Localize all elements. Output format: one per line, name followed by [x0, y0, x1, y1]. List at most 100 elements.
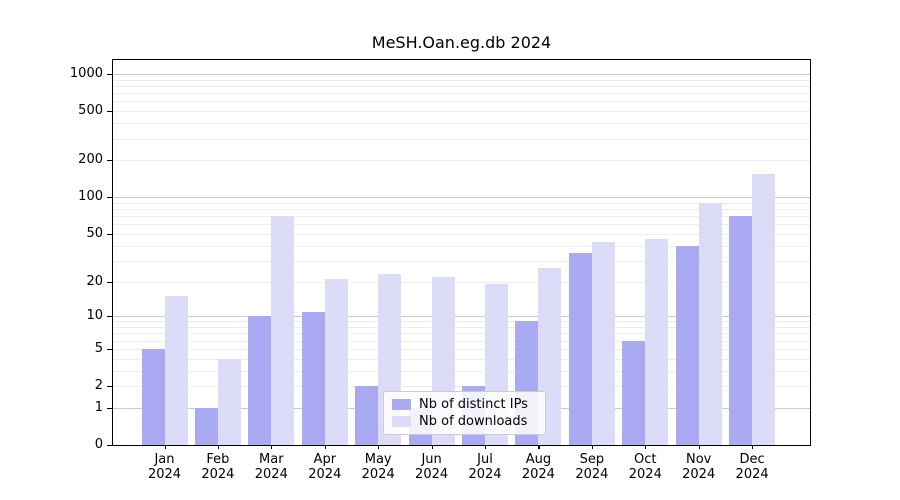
minor-gridline — [113, 111, 810, 113]
x-tick-label-dec: Dec 2024 — [720, 452, 784, 482]
x-tick-year: 2024 — [415, 467, 449, 482]
x-tick-month: Oct — [634, 452, 657, 467]
bar-apr-distinct-ips — [301, 311, 325, 445]
minor-gridline — [113, 233, 810, 235]
y-tick-mark — [107, 74, 112, 76]
x-tick-label-nov: Nov 2024 — [667, 452, 731, 482]
y-tick-mark — [107, 160, 112, 162]
x-tick-mark — [164, 445, 166, 449]
x-tick-label-feb: Feb 2024 — [186, 452, 250, 482]
x-tick-month: Feb — [206, 452, 230, 467]
minor-gridline — [113, 123, 810, 125]
x-tick-month: Sep — [579, 452, 605, 467]
y-tick-label: 2 — [94, 378, 103, 393]
legend-label-distinct-ips: Nb of distinct IPs — [419, 397, 528, 412]
y-tick-label: 200 — [78, 152, 103, 168]
y-tick-mark — [107, 407, 112, 409]
minor-gridline — [113, 333, 810, 335]
x-tick-year: 2024 — [201, 467, 235, 482]
bar-feb-downloads — [217, 358, 241, 445]
minor-gridline — [113, 245, 810, 247]
y-tick-mark — [107, 445, 112, 447]
x-tick-year: 2024 — [468, 467, 502, 482]
x-tick-year: 2024 — [361, 467, 395, 482]
minor-gridline — [113, 260, 810, 262]
minor-gridline — [113, 101, 810, 103]
x-tick-month: Jul — [477, 452, 493, 467]
major-gridline — [113, 197, 810, 199]
x-tick-year: 2024 — [254, 467, 288, 482]
x-tick-label-aug: Aug 2024 — [506, 452, 570, 482]
minor-gridline — [113, 224, 810, 226]
x-tick-year: 2024 — [682, 467, 716, 482]
x-tick-label-jun: Jun 2024 — [400, 452, 464, 482]
bar-apr-downloads — [324, 279, 348, 445]
minor-gridline — [113, 327, 810, 328]
x-tick-label-mar: Mar 2024 — [239, 452, 303, 482]
minor-gridline — [113, 79, 810, 81]
y-tick-label: 20 — [86, 273, 103, 289]
x-tick-mark — [378, 445, 380, 449]
x-tick-month: Aug — [525, 452, 552, 467]
minor-gridline — [113, 321, 810, 323]
bar-mar-distinct-ips — [248, 316, 272, 445]
minor-gridline — [113, 348, 810, 350]
legend-item-distinct-ips: Nb of distinct IPs — [392, 397, 537, 412]
x-tick-month: Apr — [313, 452, 337, 467]
y-tick-mark — [107, 316, 112, 318]
bar-feb-distinct-ips — [194, 407, 218, 445]
bar-dec-downloads — [752, 173, 776, 445]
x-tick-year: 2024 — [521, 467, 555, 482]
y-tick-mark — [107, 281, 112, 283]
x-tick-mark — [698, 445, 700, 449]
x-tick-year: 2024 — [308, 467, 342, 482]
x-tick-label-apr: Apr 2024 — [293, 452, 357, 482]
x-tick-mark — [752, 445, 754, 449]
bar-sep-distinct-ips — [568, 252, 592, 445]
x-tick-mark — [324, 445, 326, 449]
y-tick-mark — [107, 111, 112, 113]
minor-gridline — [113, 340, 810, 342]
bar-jan-downloads — [164, 296, 188, 445]
x-tick-year: 2024 — [628, 467, 662, 482]
x-tick-month: May — [364, 452, 392, 467]
x-tick-mark — [485, 445, 487, 449]
minor-gridline — [113, 358, 810, 360]
legend-swatch-downloads — [392, 416, 411, 427]
major-gridline — [113, 74, 810, 75]
x-tick-mark — [431, 445, 433, 449]
bar-sep-downloads — [591, 241, 615, 445]
x-tick-mark — [271, 445, 273, 449]
x-tick-mark — [538, 445, 540, 449]
minor-gridline — [113, 281, 810, 283]
legend: Nb of distinct IPs Nb of downloads — [383, 391, 546, 435]
y-tick-label: 1000 — [69, 66, 103, 81]
y-tick-mark — [107, 386, 112, 388]
y-tick-label: 10 — [86, 308, 103, 324]
bar-mar-downloads — [271, 216, 295, 445]
x-tick-mark — [217, 445, 220, 449]
x-tick-mark — [591, 445, 594, 449]
x-tick-label-jan: Jan 2024 — [133, 452, 197, 482]
minor-gridline — [113, 209, 810, 210]
x-tick-label-sep: Sep 2024 — [560, 452, 624, 482]
y-tick-label: 50 — [86, 225, 103, 241]
x-tick-month: Dec — [739, 452, 765, 467]
x-tick-year: 2024 — [735, 467, 769, 482]
minor-gridline — [113, 202, 810, 204]
bar-oct-downloads — [645, 239, 669, 445]
y-tick-mark — [107, 197, 112, 199]
y-tick-label: 0 — [94, 437, 103, 452]
x-tick-mark — [645, 445, 647, 449]
y-tick-label: 100 — [78, 189, 103, 205]
minor-gridline — [113, 160, 810, 162]
legend-label-downloads: Nb of downloads — [419, 414, 528, 429]
y-tick-label: 500 — [78, 103, 103, 119]
legend-item-downloads: Nb of downloads — [392, 414, 537, 429]
minor-gridline — [113, 370, 810, 372]
plot-area — [113, 60, 810, 445]
y-tick-label: 1 — [94, 399, 103, 415]
x-tick-label-oct: Oct 2024 — [613, 452, 677, 482]
x-tick-month: Nov — [686, 452, 712, 467]
